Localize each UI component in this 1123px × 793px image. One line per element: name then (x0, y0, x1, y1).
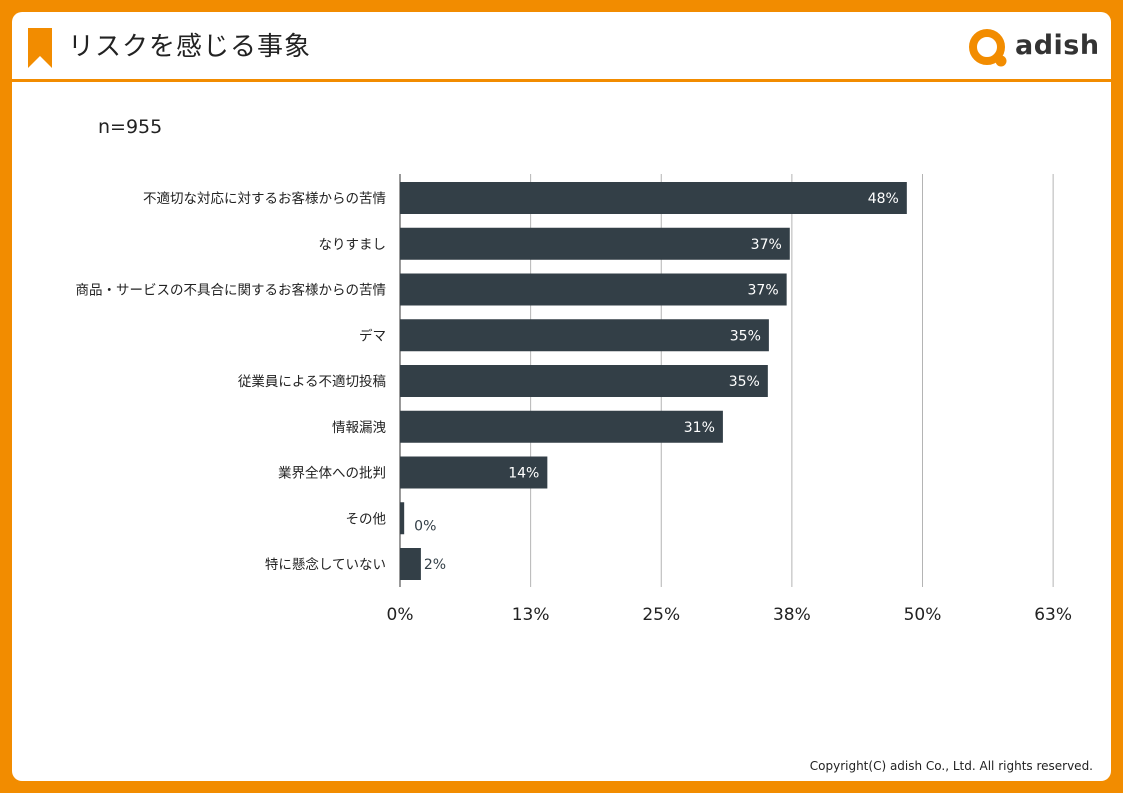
bar (400, 456, 548, 489)
bar (400, 410, 723, 443)
x-tick-label: 13% (512, 605, 550, 625)
value-label: 31% (684, 420, 715, 436)
bar (400, 365, 768, 397)
bar (400, 319, 769, 352)
value-label: 14% (508, 466, 539, 482)
category-label: 情報漏洩 (332, 420, 386, 436)
x-tick-label: 0% (387, 605, 414, 625)
category-label: 業界全体への批判 (278, 465, 386, 482)
category-label: 特に懸念していない (265, 556, 386, 573)
header: リスクを感じる事象 adish (12, 12, 1111, 82)
bar (400, 182, 907, 214)
x-tick-label: 25% (642, 605, 680, 625)
value-label: 35% (729, 374, 760, 390)
category-label: 商品・サービスの不具合に関するお客様からの苦情 (76, 282, 387, 299)
value-label: 2% (424, 557, 446, 573)
copyright-text: Copyright(C) adish Co., Ltd. All rights … (809, 759, 1093, 773)
category-label: 不適切な対応に対するお客様からの苦情 (143, 190, 386, 207)
value-label: 37% (748, 283, 779, 299)
sample-size: n=955 (98, 116, 163, 138)
x-tick-label: 50% (904, 605, 942, 625)
category-label: その他 (346, 511, 387, 527)
bookmark-icon (28, 28, 52, 68)
logo-ring-icon (969, 29, 1007, 67)
bar (400, 548, 421, 580)
bar-chart: 0% 13% 25% 38% 50% 63% 不適切な対応に対するお客様からの苦情 48% なり… (76, 174, 1072, 625)
logo-text: adish (1015, 30, 1100, 61)
bar (400, 502, 405, 535)
header-divider (12, 79, 1111, 82)
x-tick-label: 63% (1034, 605, 1072, 625)
bar (400, 273, 787, 306)
value-label: 35% (730, 328, 761, 344)
bar (400, 227, 790, 260)
category-label: なりすまし (319, 237, 387, 253)
slide-card: リスクを感じる事象 adish n=955 0% 13% 25% 38% 50% 63% 不… (12, 12, 1111, 781)
x-tick-label: 38% (773, 605, 811, 625)
category-label: デマ (359, 327, 386, 344)
page-title: リスクを感じる事象 (68, 32, 312, 62)
value-label: 37% (751, 237, 782, 253)
adish-logo: adish (968, 26, 1099, 68)
value-label: 48% (868, 191, 899, 207)
value-label: 0% (414, 518, 436, 534)
category-label: 従業員による不適切投稿 (238, 373, 386, 390)
